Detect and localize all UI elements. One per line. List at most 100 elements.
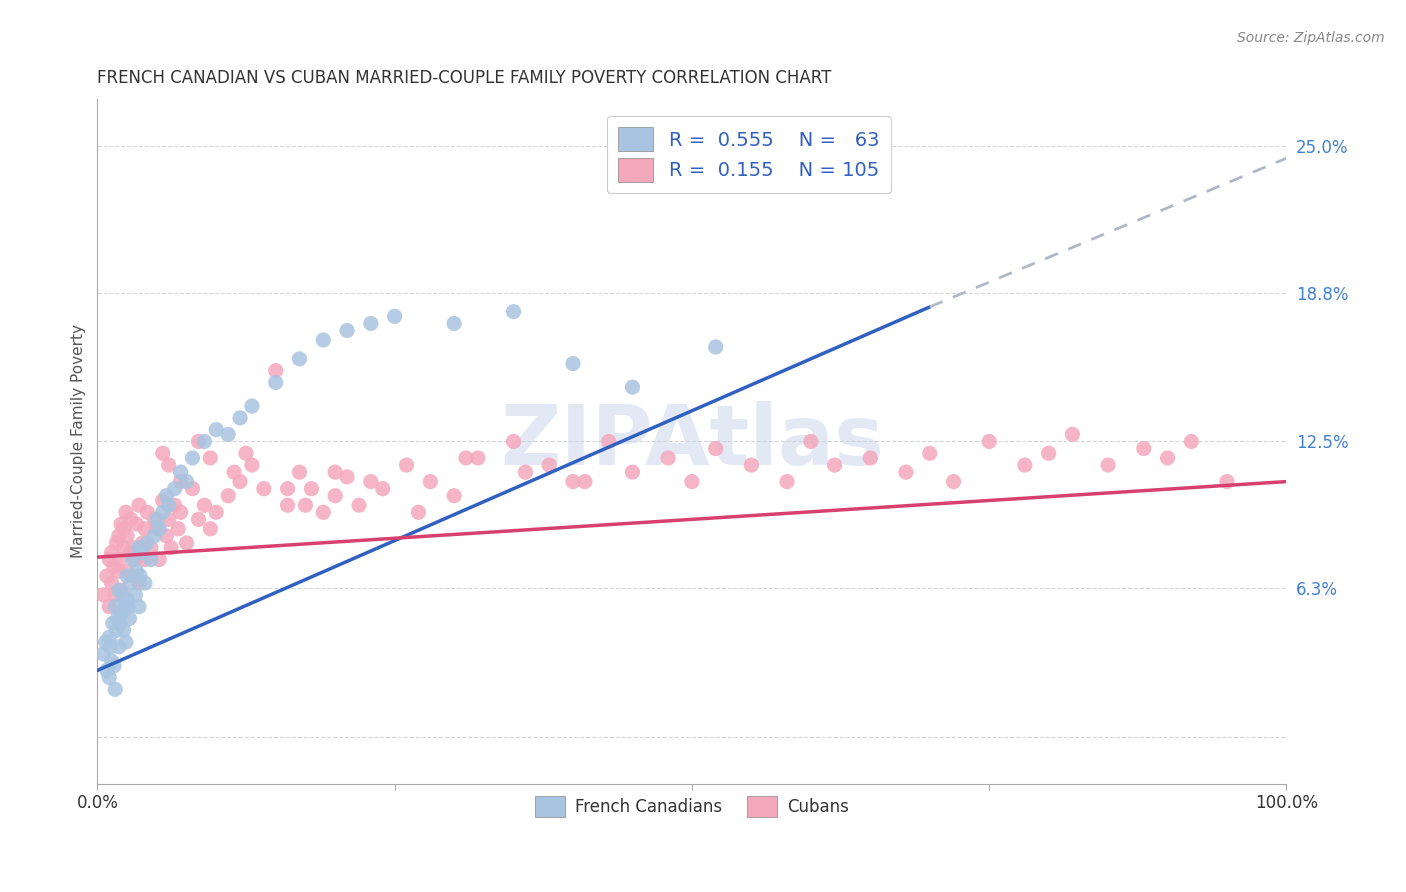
Point <box>229 475 252 489</box>
Point <box>94 635 117 649</box>
Point <box>122 569 145 583</box>
Point <box>502 434 524 449</box>
Point <box>704 442 727 456</box>
Point <box>155 529 177 543</box>
Point <box>139 541 162 555</box>
Point <box>107 640 129 654</box>
Point <box>120 545 142 559</box>
Point <box>108 552 131 566</box>
Point <box>181 450 204 465</box>
Point <box>160 541 183 555</box>
Point <box>169 475 191 489</box>
Point <box>148 522 170 536</box>
Point <box>107 529 129 543</box>
Text: ZIPAtlas: ZIPAtlas <box>501 401 884 482</box>
Point <box>98 599 121 614</box>
Point <box>105 624 128 638</box>
Point <box>894 465 917 479</box>
Point <box>740 458 762 472</box>
Point <box>96 569 118 583</box>
Point <box>562 475 585 489</box>
Point <box>117 599 139 614</box>
Point <box>124 552 146 566</box>
Point <box>107 583 129 598</box>
Point <box>152 493 174 508</box>
Point <box>312 505 335 519</box>
Point <box>115 635 138 649</box>
Point <box>515 465 537 479</box>
Point <box>229 410 252 425</box>
Point <box>115 505 138 519</box>
Point <box>100 640 122 654</box>
Point <box>125 517 148 532</box>
Point <box>115 569 138 583</box>
Point <box>205 423 228 437</box>
Point <box>1132 442 1154 456</box>
Point <box>128 498 150 512</box>
Point <box>139 552 162 566</box>
Point <box>143 512 166 526</box>
Point <box>112 624 135 638</box>
Point <box>277 482 299 496</box>
Point <box>1180 434 1202 449</box>
Point <box>98 671 121 685</box>
Point <box>360 317 382 331</box>
Point <box>217 427 239 442</box>
Point <box>942 475 965 489</box>
Point <box>103 559 125 574</box>
Point <box>163 498 186 512</box>
Point <box>1062 427 1084 442</box>
Point <box>146 522 169 536</box>
Point <box>264 376 287 390</box>
Point <box>148 552 170 566</box>
Point <box>152 446 174 460</box>
Point <box>240 458 263 472</box>
Point <box>115 529 138 543</box>
Point <box>574 475 596 489</box>
Point <box>134 522 156 536</box>
Point <box>336 470 359 484</box>
Point <box>598 434 620 449</box>
Point <box>104 588 127 602</box>
Point <box>205 505 228 519</box>
Point <box>240 399 263 413</box>
Point <box>704 340 727 354</box>
Point <box>193 498 215 512</box>
Y-axis label: Married-Couple Family Poverty: Married-Couple Family Poverty <box>72 325 86 558</box>
Point <box>176 475 198 489</box>
Point <box>101 616 124 631</box>
Point <box>277 498 299 512</box>
Point <box>294 498 316 512</box>
Point <box>167 522 190 536</box>
Point <box>128 576 150 591</box>
Point <box>323 489 346 503</box>
Point <box>408 505 430 519</box>
Text: Source: ZipAtlas.com: Source: ZipAtlas.com <box>1237 31 1385 45</box>
Point <box>200 450 222 465</box>
Point <box>108 616 131 631</box>
Point <box>621 465 644 479</box>
Point <box>371 482 394 496</box>
Point <box>124 588 146 602</box>
Point <box>110 517 132 532</box>
Point <box>111 588 134 602</box>
Point <box>419 475 441 489</box>
Point <box>224 465 246 479</box>
Point <box>91 588 114 602</box>
Point <box>288 351 311 366</box>
Point <box>163 482 186 496</box>
Point <box>824 458 846 472</box>
Point <box>128 599 150 614</box>
Point <box>918 446 941 460</box>
Point <box>235 446 257 460</box>
Point <box>122 541 145 555</box>
Point <box>288 465 311 479</box>
Point <box>104 599 127 614</box>
Point <box>336 324 359 338</box>
Point <box>146 512 169 526</box>
Point <box>143 529 166 543</box>
Point <box>384 310 406 324</box>
Point <box>129 569 152 583</box>
Point <box>176 536 198 550</box>
Point <box>100 654 122 668</box>
